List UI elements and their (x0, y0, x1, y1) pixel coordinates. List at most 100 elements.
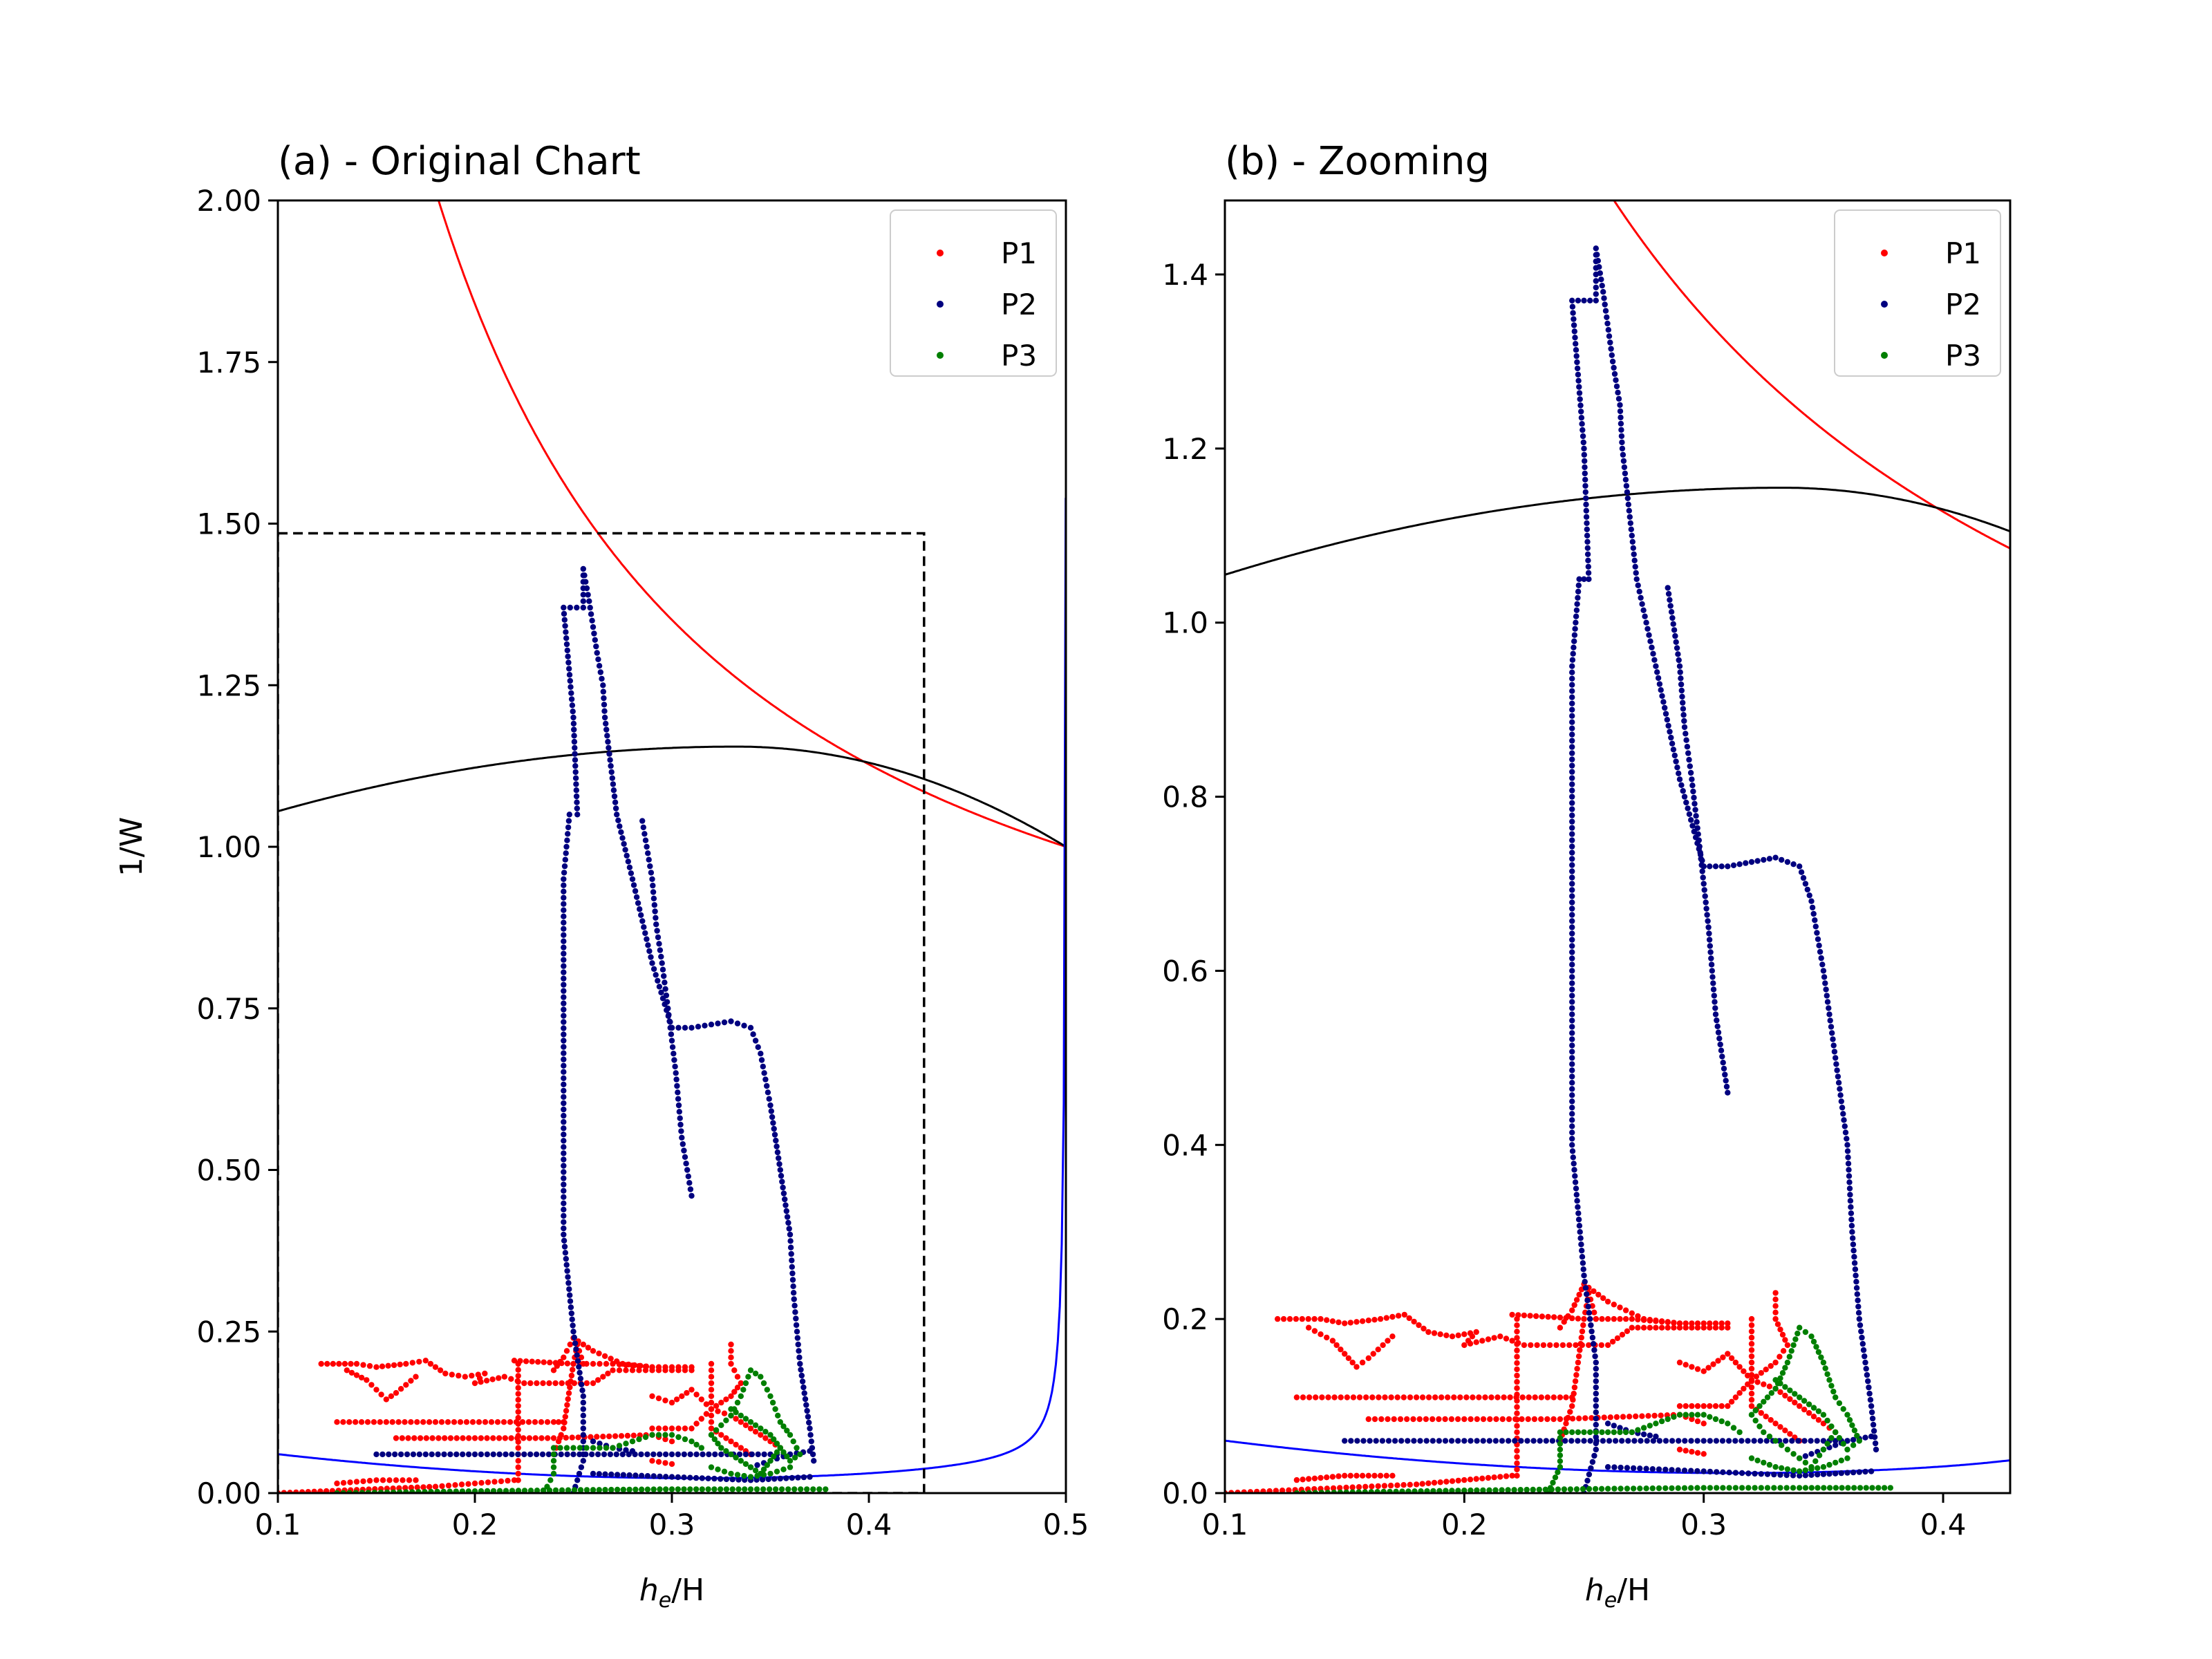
point-p2 (1867, 1396, 1874, 1403)
point-p3 (1468, 1487, 1474, 1493)
point-p2 (1814, 1438, 1820, 1444)
point-p2 (1569, 943, 1575, 949)
point-p1 (564, 1402, 570, 1408)
point-p2 (705, 1475, 711, 1481)
point-p2 (1662, 711, 1669, 717)
point-p2 (646, 948, 653, 955)
point-p3 (1393, 1488, 1399, 1493)
point-p2 (561, 1069, 567, 1075)
point-p2 (608, 762, 614, 769)
point-p2 (614, 1472, 621, 1478)
series-p1 (1225, 1281, 1839, 1493)
point-p2 (1808, 1451, 1815, 1457)
point-p2 (561, 994, 567, 1000)
point-p2 (681, 1474, 687, 1481)
point-p1 (703, 1401, 710, 1407)
point-p2 (572, 769, 579, 776)
point-p2 (1405, 1438, 1411, 1444)
point-p2 (561, 957, 567, 963)
point-p1 (1350, 1394, 1357, 1400)
point-p2 (1651, 657, 1658, 663)
point-p2 (1730, 862, 1737, 869)
point-p1 (1715, 1358, 1721, 1364)
point-p2 (1680, 706, 1687, 712)
point-p1 (478, 1435, 484, 1441)
point-p2 (397, 1451, 404, 1458)
point-p2 (1569, 899, 1575, 906)
point-p2 (1583, 514, 1590, 520)
point-p2 (1866, 1384, 1872, 1391)
point-p1 (1580, 1322, 1586, 1329)
point-p2 (1718, 1047, 1725, 1053)
point-p2 (1618, 427, 1624, 433)
point-p2 (650, 1451, 657, 1458)
point-p1 (1479, 1475, 1485, 1481)
point-p2 (561, 963, 567, 969)
point-p2 (790, 1283, 796, 1290)
point-p2 (1703, 906, 1709, 912)
point-p2 (570, 1451, 577, 1458)
point-p3 (1640, 1425, 1647, 1431)
point-p1 (718, 1432, 724, 1438)
point-p2 (1620, 458, 1627, 465)
point-p3 (1801, 1398, 1808, 1404)
legend-label: P2 (1945, 288, 1981, 321)
point-p2 (624, 852, 630, 859)
point-p2 (1712, 1005, 1718, 1011)
point-p2 (1569, 974, 1575, 980)
point-p1 (1313, 1394, 1319, 1400)
point-p1 (1391, 1416, 1397, 1423)
point-p2 (1423, 1438, 1430, 1444)
point-p2 (1816, 942, 1822, 949)
point-p2 (793, 1315, 799, 1322)
point-p3 (1689, 1412, 1695, 1418)
point-p2 (1624, 1465, 1631, 1471)
point-p1 (1493, 1416, 1499, 1423)
point-p3 (563, 1445, 570, 1451)
point-p2 (1569, 962, 1575, 968)
point-p2 (1582, 470, 1588, 477)
point-p2 (567, 604, 573, 611)
point-p1 (1689, 1320, 1695, 1327)
point-p1 (489, 1376, 496, 1382)
point-p2 (657, 947, 664, 953)
point-p2 (1572, 1173, 1578, 1179)
point-p2 (1593, 1371, 1599, 1378)
point-p3 (663, 1486, 669, 1492)
point-p3 (650, 1486, 657, 1492)
point-p3 (780, 1423, 787, 1430)
point-p1 (490, 1435, 496, 1441)
point-p2 (1618, 420, 1624, 427)
point-p1 (1777, 1327, 1783, 1333)
point-p1 (469, 1372, 475, 1379)
point-p3 (1779, 1442, 1785, 1448)
point-p2 (1676, 770, 1682, 777)
point-p3 (1548, 1486, 1555, 1492)
point-p3 (816, 1486, 823, 1492)
point-p2 (1577, 1235, 1584, 1241)
point-p1 (1772, 1290, 1779, 1296)
point-p2 (561, 1212, 567, 1219)
point-p2 (674, 1082, 680, 1089)
point-p2 (682, 1154, 688, 1161)
point-p1 (1777, 1424, 1783, 1430)
point-p2 (608, 769, 615, 776)
point-p2 (1859, 1340, 1866, 1347)
point-p1 (1514, 1360, 1520, 1367)
point-p2 (1826, 1005, 1832, 1011)
point-p2 (570, 714, 577, 721)
point-p2 (1664, 717, 1670, 723)
panel-b-frame (1224, 199, 2012, 1494)
point-p2 (580, 1419, 586, 1425)
point-p1 (1337, 1485, 1343, 1491)
point-p2 (1629, 532, 1635, 538)
point-p1 (703, 1411, 710, 1417)
point-p2 (1622, 470, 1629, 477)
point-p3 (1797, 1324, 1803, 1331)
point-p2 (1607, 339, 1613, 346)
point-p1 (344, 1367, 350, 1374)
point-p3 (810, 1486, 816, 1492)
point-p2 (1844, 1136, 1850, 1142)
point-p1 (1544, 1416, 1550, 1423)
point-p2 (699, 1475, 705, 1481)
